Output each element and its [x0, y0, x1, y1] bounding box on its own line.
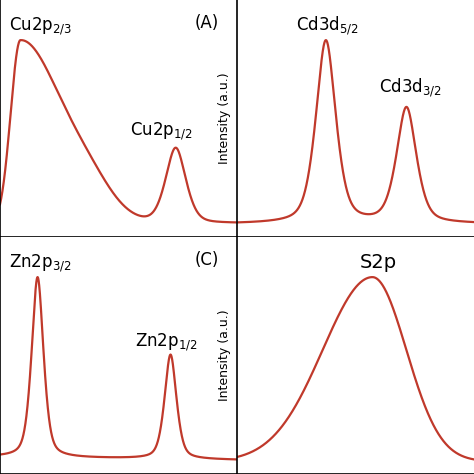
Y-axis label: Intensity (a.u.): Intensity (a.u.) [219, 310, 231, 401]
Text: Cu2p$_{2/3}$: Cu2p$_{2/3}$ [9, 16, 73, 37]
X-axis label: Binding Energy (eV): Binding Energy (eV) [40, 265, 197, 279]
Text: S2p: S2p [360, 253, 397, 272]
Text: Cd3d$_{5/2}$: Cd3d$_{5/2}$ [296, 15, 359, 37]
Text: Cu2p$_{1/2}$: Cu2p$_{1/2}$ [130, 120, 193, 142]
Text: Cd3d$_{3/2}$: Cd3d$_{3/2}$ [379, 76, 442, 99]
Text: (C): (C) [194, 251, 219, 269]
Text: Zn2p$_{3/2}$: Zn2p$_{3/2}$ [9, 253, 72, 274]
X-axis label: Binding Energy (eV): Binding Energy (eV) [277, 265, 434, 279]
Text: Zn2p$_{1/2}$: Zn2p$_{1/2}$ [135, 331, 198, 353]
Y-axis label: Intensity (a.u.): Intensity (a.u.) [219, 73, 231, 164]
Text: (A): (A) [194, 14, 219, 32]
